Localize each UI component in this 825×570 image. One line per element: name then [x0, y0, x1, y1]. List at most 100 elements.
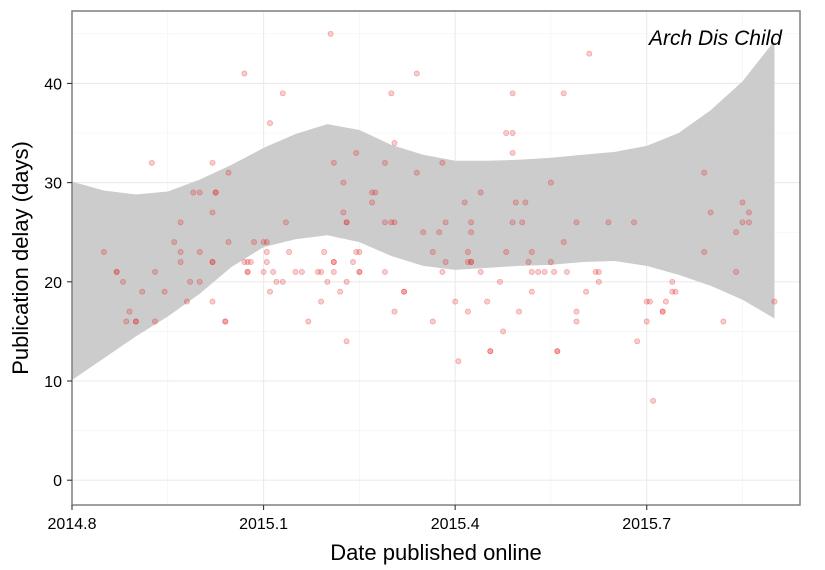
y-tick-label: 30	[44, 176, 62, 193]
data-point	[643, 318, 650, 325]
data-point	[439, 159, 446, 166]
data-point	[401, 288, 408, 295]
data-point	[391, 139, 398, 146]
data-point	[340, 209, 347, 216]
y-tick-label: 10	[44, 374, 62, 391]
data-point	[535, 268, 542, 275]
data-point	[356, 268, 363, 275]
data-point	[468, 229, 475, 236]
data-point	[343, 278, 350, 285]
data-point	[350, 259, 356, 265]
data-point	[100, 249, 107, 255]
data-point	[113, 268, 120, 275]
data-point	[260, 239, 267, 246]
data-point	[369, 189, 376, 196]
data-point	[222, 318, 229, 325]
journal-annotation: Arch Dis Child	[647, 27, 783, 50]
data-point	[509, 219, 516, 226]
data-point	[500, 328, 507, 335]
data-point	[330, 159, 337, 166]
data-point	[327, 30, 334, 37]
data-point	[369, 199, 376, 206]
data-point	[123, 318, 130, 325]
data-point	[528, 268, 535, 275]
data-point	[503, 130, 510, 136]
data-point	[183, 298, 190, 305]
data-point	[260, 268, 267, 275]
data-point	[209, 259, 216, 265]
data-point	[420, 229, 427, 236]
data-point	[643, 298, 650, 305]
data-point	[413, 169, 420, 176]
data-point	[222, 318, 229, 325]
y-tick-label: 40	[44, 76, 62, 93]
data-point	[247, 259, 254, 265]
data-point	[270, 268, 277, 275]
data-point	[439, 268, 446, 275]
data-point	[496, 278, 503, 285]
data-point	[353, 249, 360, 255]
data-point	[701, 249, 708, 255]
data-point	[152, 318, 158, 325]
data-point	[187, 278, 194, 285]
data-point	[225, 239, 232, 246]
data-point	[595, 268, 602, 275]
data-point	[541, 268, 548, 275]
data-point	[209, 259, 216, 265]
data-point	[631, 219, 637, 226]
y-axis-title: Publication delay (days)	[8, 141, 33, 375]
data-point	[452, 298, 459, 305]
data-point	[286, 249, 293, 255]
data-point	[225, 169, 232, 176]
data-point	[429, 249, 436, 255]
data-point	[267, 120, 273, 127]
data-point	[573, 318, 580, 325]
data-point	[563, 268, 570, 275]
data-point	[340, 179, 347, 186]
data-point	[321, 249, 328, 255]
data-point	[126, 308, 133, 315]
data-point	[353, 149, 360, 156]
data-point	[516, 308, 522, 315]
data-point	[196, 278, 203, 285]
data-point	[573, 219, 580, 226]
data-point	[190, 189, 197, 196]
data-point	[554, 348, 561, 355]
data-point	[672, 288, 679, 295]
data-point	[509, 149, 516, 156]
data-point	[298, 268, 305, 275]
data-point	[171, 239, 178, 246]
data-point	[391, 308, 398, 315]
data-point	[413, 70, 420, 77]
data-point	[388, 90, 395, 97]
data-point	[139, 288, 146, 295]
data-point	[177, 249, 184, 255]
data-point	[528, 288, 535, 295]
data-point	[132, 318, 139, 325]
data-point	[429, 318, 436, 325]
data-point	[662, 298, 669, 305]
data-point	[113, 268, 120, 275]
data-point	[401, 288, 408, 295]
data-point	[477, 268, 484, 275]
data-point	[528, 249, 535, 255]
data-point	[196, 249, 203, 255]
data-point	[464, 308, 471, 315]
data-point	[669, 288, 676, 295]
data-point	[512, 199, 519, 206]
data-point	[356, 249, 363, 255]
data-point	[267, 288, 273, 295]
x-tick-label: 2015.7	[622, 516, 671, 533]
data-point	[720, 318, 727, 325]
data-point	[292, 268, 299, 275]
data-point	[305, 318, 312, 325]
data-point	[586, 50, 593, 57]
data-point	[650, 397, 657, 404]
data-point	[388, 219, 395, 226]
x-tick-label: 2014.8	[48, 516, 97, 533]
data-point	[592, 268, 599, 275]
data-point	[468, 219, 475, 226]
data-point	[251, 239, 257, 246]
data-point	[464, 249, 471, 255]
data-point	[484, 298, 491, 305]
